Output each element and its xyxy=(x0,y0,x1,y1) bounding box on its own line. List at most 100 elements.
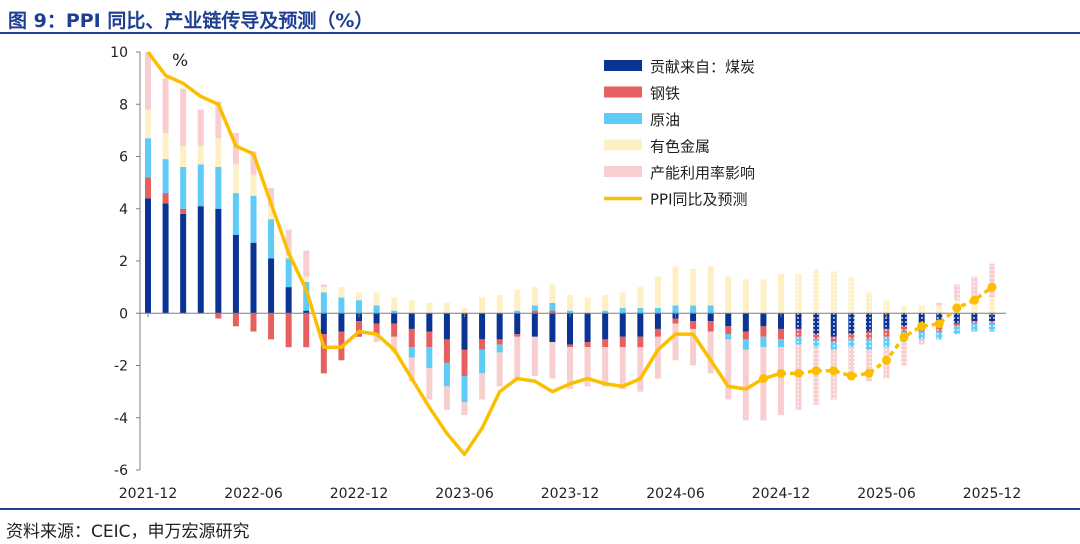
x-tick-label-7: 2025-06 xyxy=(857,486,916,502)
bar-3-20 xyxy=(496,294,503,314)
bar-3-1 xyxy=(162,132,169,160)
bar-0-3 xyxy=(197,206,204,314)
forecast-hatch-0-37 xyxy=(795,313,802,329)
bar-0-36 xyxy=(778,313,784,329)
forecast-hatch-3-44 xyxy=(918,305,925,314)
forecast-hatch-4-48 xyxy=(989,263,995,298)
bar-2-36 xyxy=(778,339,784,348)
forecast-hatch-2-39 xyxy=(830,341,837,350)
forecast-hatch-0-47 xyxy=(971,313,978,322)
bar-4-22 xyxy=(531,336,538,376)
bar-4-13 xyxy=(373,334,380,342)
bar-2-3 xyxy=(197,164,204,207)
forecast-hatch-3-47 xyxy=(971,300,978,314)
bar-2-14 xyxy=(391,310,398,314)
bar-3-24 xyxy=(567,294,573,311)
bar-2-8 xyxy=(285,258,292,288)
bar-2-5 xyxy=(232,193,239,235)
forecast-hatch-2-42 xyxy=(883,336,890,348)
bar-1-13 xyxy=(373,323,380,335)
bar-2-35 xyxy=(760,336,767,348)
bar-1-15 xyxy=(408,328,415,348)
bar-1-7 xyxy=(268,313,275,340)
bar-0-27 xyxy=(619,313,626,337)
forecast-hatch-1-37 xyxy=(795,328,802,337)
ppi-point-45 xyxy=(934,319,944,329)
forecast-hatch-1-40 xyxy=(848,334,855,340)
legend-label-4: 产能利用率影响 xyxy=(650,164,755,182)
ppi-point-35 xyxy=(758,374,768,384)
bar-4-29 xyxy=(654,336,661,379)
bar-4-20 xyxy=(496,352,503,387)
source-note: 资料来源：CEIC，申万宏源研究 xyxy=(6,522,250,542)
bar-2-19 xyxy=(479,349,486,374)
bar-1-34 xyxy=(742,331,749,340)
ppi-line-actual xyxy=(146,50,782,457)
forecast-hatch-3-45 xyxy=(936,305,943,314)
bar-4-10 xyxy=(320,284,327,288)
bar-2-27 xyxy=(619,308,626,314)
legend-label-1: 钢铁 xyxy=(650,85,680,103)
bar-2-28 xyxy=(637,308,644,314)
bar-4-14 xyxy=(391,336,398,353)
bar-3-14 xyxy=(391,297,398,311)
forecast-hatch-1-39 xyxy=(830,336,837,342)
forecast-hatch-3-43 xyxy=(901,305,908,314)
forecast-hatch-1-48 xyxy=(989,321,995,324)
bar-1-5 xyxy=(232,313,239,327)
forecast-hatch-4-43 xyxy=(901,341,908,366)
bar-0-33 xyxy=(725,313,732,327)
bar-2-7 xyxy=(268,219,275,259)
bar-4-35 xyxy=(760,347,767,421)
bar-0-25 xyxy=(584,313,591,342)
forecast-hatch-0-40 xyxy=(848,313,855,335)
bar-0-15 xyxy=(408,313,415,329)
bar-2-32 xyxy=(707,305,714,314)
bar-0-26 xyxy=(602,313,609,340)
bar-1-9 xyxy=(303,313,310,348)
bar-2-15 xyxy=(408,347,415,358)
ppi-point-40 xyxy=(846,371,856,381)
legend-swatch-3 xyxy=(604,139,642,151)
bar-1-14 xyxy=(391,323,398,337)
bar-2-13 xyxy=(373,305,380,314)
forecast-hatch-1-47 xyxy=(971,321,978,324)
forecast-hatch-2-47 xyxy=(971,323,978,332)
bar-4-17 xyxy=(443,386,450,410)
bar-3-13 xyxy=(373,292,380,306)
bar-2-4 xyxy=(215,166,222,209)
bar-3-22 xyxy=(531,287,538,306)
bar-2-24 xyxy=(567,310,573,314)
bar-3-29 xyxy=(654,276,661,309)
y-tick-label-2: -2 xyxy=(114,359,128,375)
x-tick-label-6: 2024-12 xyxy=(752,486,811,502)
ppi-point-42 xyxy=(882,355,891,365)
bar-2-22 xyxy=(531,305,538,311)
y-tick-label-0: -6 xyxy=(114,463,128,479)
bar-1-20 xyxy=(496,339,503,345)
forecast-hatch-0-39 xyxy=(830,313,837,337)
bar-0-19 xyxy=(479,313,486,340)
bar-2-11 xyxy=(338,297,345,314)
unit-label: % xyxy=(172,51,188,71)
x-tick-label-2: 2022-12 xyxy=(330,486,389,502)
bar-1-1 xyxy=(162,193,169,204)
forecast-hatch-4-40 xyxy=(848,347,855,379)
bar-1-26 xyxy=(602,339,609,348)
bar-4-4 xyxy=(215,101,222,139)
x-tick-label-8: 2025-12 xyxy=(963,486,1022,502)
bar-4-24 xyxy=(567,347,573,390)
bar-2-16 xyxy=(426,347,433,369)
ppi-line-layer xyxy=(146,50,997,457)
bar-4-21 xyxy=(514,336,521,379)
legend-swatch-0 xyxy=(604,60,642,71)
axes-layer: -6 -4 -2 0 2 4 6 8 10 2021-12 2022-06 2022-12 2023-0… xyxy=(110,45,1021,502)
bar-4-8 xyxy=(285,229,292,256)
bar-1-12 xyxy=(356,321,362,337)
bar-0-10 xyxy=(320,313,327,335)
bar-2-9 xyxy=(303,281,310,311)
bar-4-27 xyxy=(619,347,626,390)
bar-4-7 xyxy=(268,187,275,207)
ppi-point-46 xyxy=(952,303,962,313)
